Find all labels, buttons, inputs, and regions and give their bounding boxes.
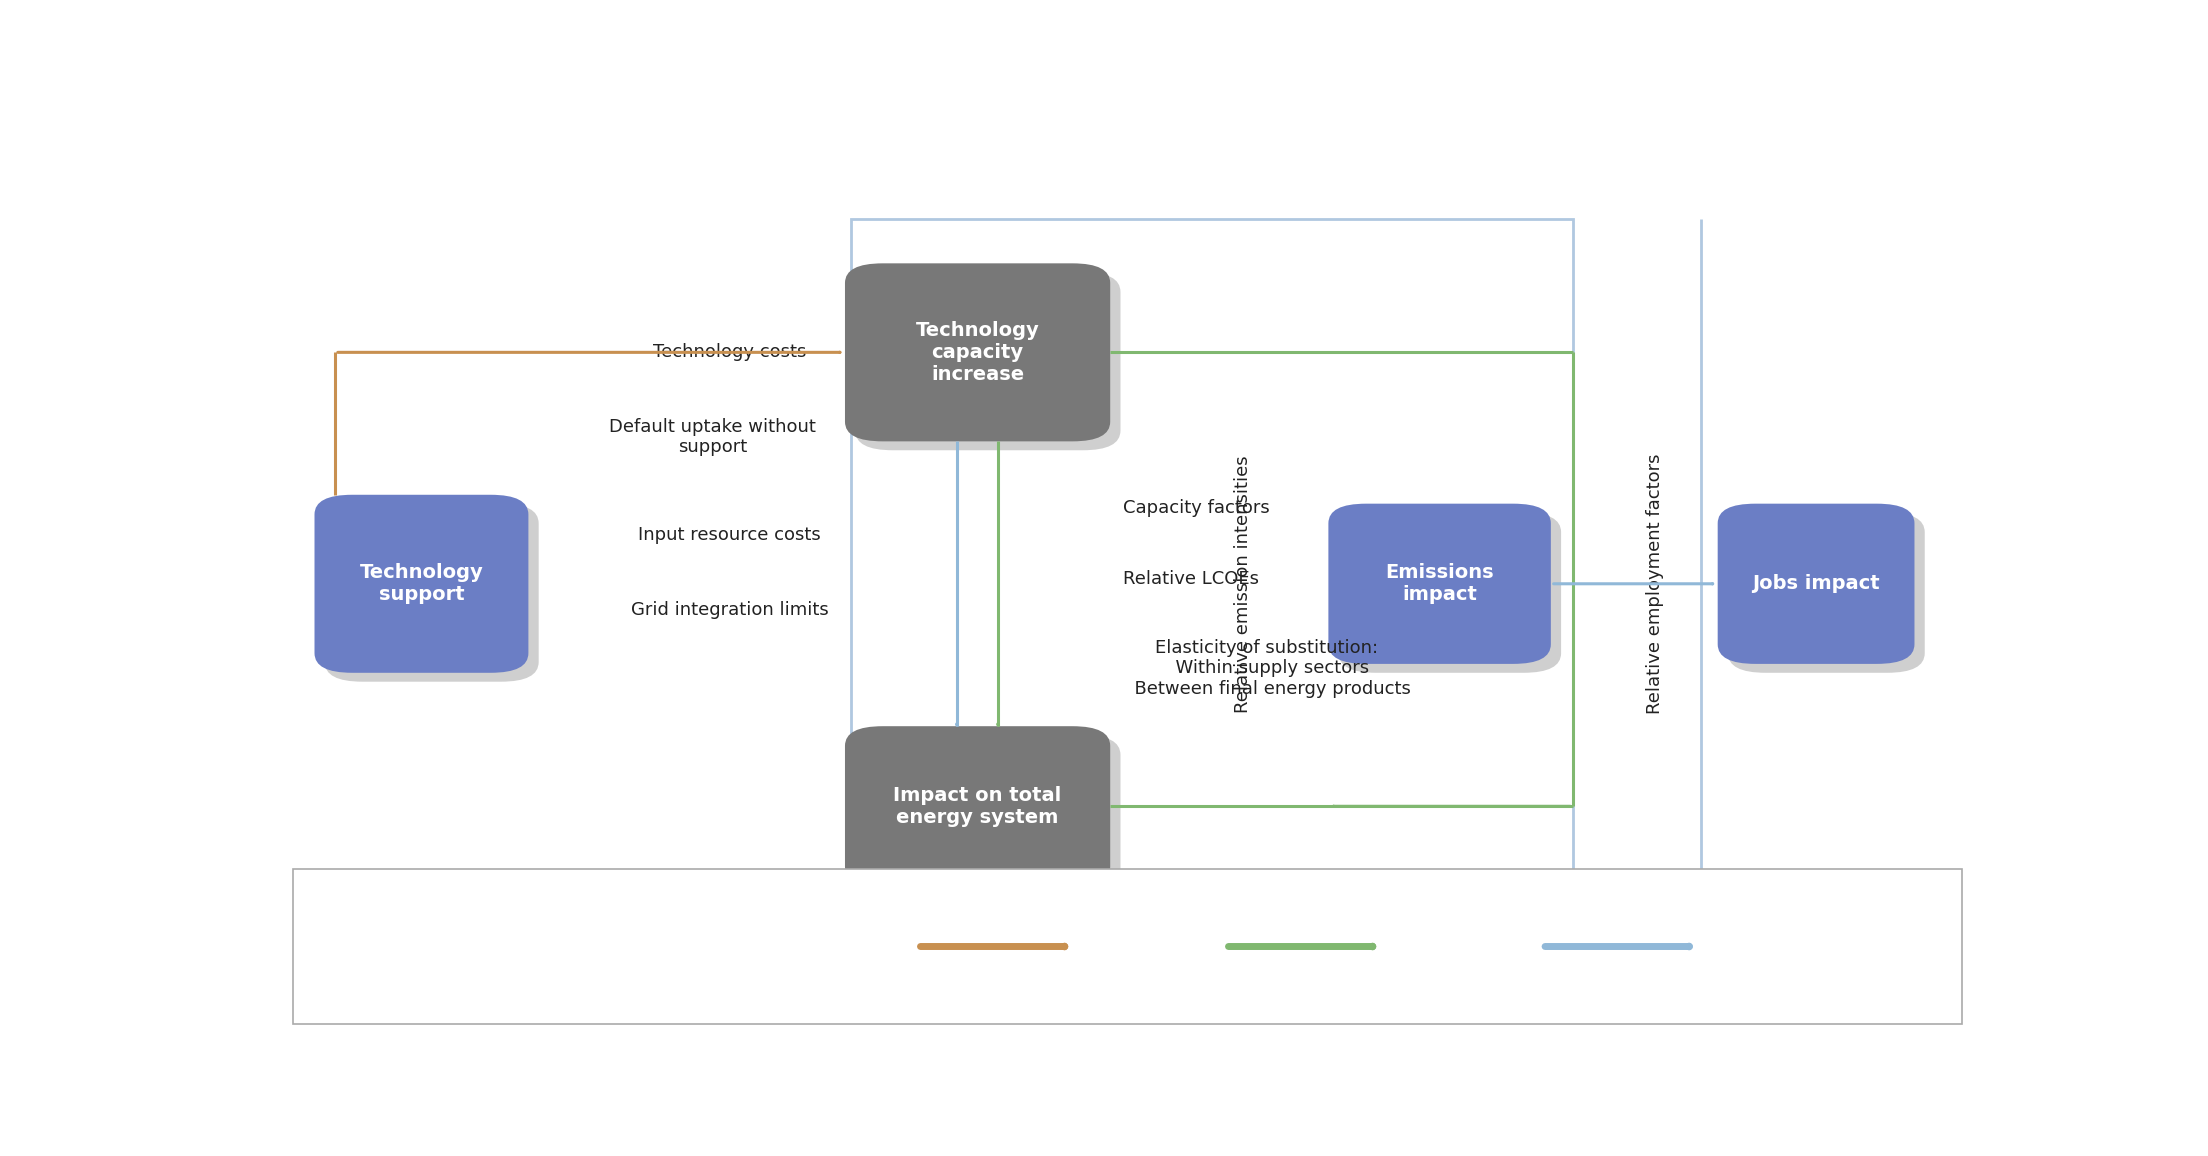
FancyBboxPatch shape <box>340 895 537 998</box>
FancyBboxPatch shape <box>351 904 548 1007</box>
Text: Jobs impact: Jobs impact <box>1753 575 1879 593</box>
FancyBboxPatch shape <box>325 504 539 682</box>
Text: Grid integration limits: Grid integration limits <box>631 601 828 620</box>
Text: Explicit inputs/
outputs: Explicit inputs/ outputs <box>375 931 503 963</box>
Text: jobs ratio: jobs ratio <box>1581 981 1658 999</box>
FancyBboxPatch shape <box>846 726 1111 887</box>
FancyBboxPatch shape <box>854 735 1119 895</box>
Text: Capacity-to-: Capacity-to- <box>1570 894 1669 912</box>
Text: Capacity-to-: Capacity-to- <box>1252 894 1354 912</box>
Text: Technology costs: Technology costs <box>654 343 806 362</box>
Text: Technology
capacity
increase: Technology capacity increase <box>916 321 1040 384</box>
Text: emissions ratio: emissions ratio <box>1239 981 1367 999</box>
FancyBboxPatch shape <box>607 904 771 1007</box>
FancyBboxPatch shape <box>1329 504 1550 664</box>
Text: Subsidy-to-: Subsidy-to- <box>947 894 1042 912</box>
Text: Capacity factors: Capacity factors <box>1124 499 1270 517</box>
FancyBboxPatch shape <box>314 495 528 673</box>
FancyBboxPatch shape <box>846 264 1111 442</box>
Text: Emissions
impact: Emissions impact <box>1384 563 1495 605</box>
Text: capacity ratio: capacity ratio <box>938 981 1051 999</box>
FancyBboxPatch shape <box>1729 512 1925 673</box>
FancyBboxPatch shape <box>294 868 1961 1024</box>
FancyBboxPatch shape <box>1338 512 1561 673</box>
Text: Implicit
variables: Implicit variables <box>638 931 718 963</box>
FancyBboxPatch shape <box>1718 504 1914 664</box>
Text: Impact on total
energy system: Impact on total energy system <box>894 786 1062 827</box>
Text: Technology
support: Technology support <box>360 563 484 605</box>
FancyBboxPatch shape <box>854 272 1119 451</box>
Text: Default uptake without
support: Default uptake without support <box>609 417 815 457</box>
Text: Relative emission intensities: Relative emission intensities <box>1234 455 1252 712</box>
Text: Input resource costs: Input resource costs <box>638 526 821 543</box>
FancyBboxPatch shape <box>596 895 760 998</box>
Text: Elasticity of substitution:
  Within supply sectors
  Between final energy produ: Elasticity of substitution: Within suppl… <box>1124 638 1411 698</box>
Text: Relative employment factors: Relative employment factors <box>1647 453 1665 714</box>
Text: Relative LCOEs: Relative LCOEs <box>1124 570 1259 588</box>
